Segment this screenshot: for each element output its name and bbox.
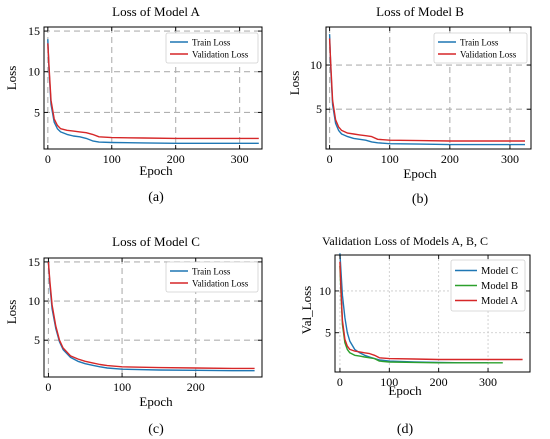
panel-a-legend: Train Loss Validation Loss [165,32,259,64]
panel-b-plot: 0 100 200 300 5 10 Train Loss Validation Loss [310,26,532,166]
panel-a-xtick-label: 0 [45,152,51,166]
panel-b-xtick-label: 300 [501,152,519,166]
panel-b-series-validation-loss [328,38,525,142]
panel-d-ytick-label: 5 [325,326,331,340]
panel-d: Validation Loss of Models A, B, C Val_Lo… [299,234,531,437]
panel-b-ylabel: Loss [287,71,302,96]
panel-d-legend-label: Model C [481,266,518,277]
panel-c-axes-frame [43,257,263,378]
panel-d-legend: Model C Model B Model A [450,259,526,312]
panel-a-title: Loss of Model A [112,4,200,19]
panel-d-xtick-label: 300 [479,375,497,389]
panel-b-xtick-label: 0 [327,152,333,166]
panel-c-ylabel: Loss [4,300,19,325]
panel-d-ylabel: Val_Loss [299,286,314,334]
panel-d-plot: 0 100 200 300 5 10 Model C Model B Model A [319,253,531,389]
panel-a-xtick-label: 100 [103,152,121,166]
panel-c-legend-box [165,261,259,293]
panel-b-xtick-label: 200 [441,152,459,166]
panel-a-caption: (a) [148,190,164,205]
panel-a-legend-label: Validation Loss [192,50,249,60]
panel-c-xtick-label: 0 [45,380,51,394]
panel-a-legend-box [165,32,259,64]
panel-c-xlabel: Epoch [139,394,173,409]
panel-d-legend-label: Model A [481,296,518,307]
panel-c-xtick-label: 200 [187,380,205,394]
panel-d-xlabel: Epoch [388,383,422,398]
panel-b-title: Loss of Model B [376,4,464,19]
panel-b-axes-frame [325,26,532,150]
panel-d-xtick-label: 200 [430,375,448,389]
panel-c-legend-label: Train Loss [192,267,231,277]
panel-a-plot: 0 100 200 300 5 10 15 Train Loss Validation Loss [28,24,263,166]
panel-d-ytick-label: 10 [319,284,331,298]
panel-a-ylabel: Loss [4,66,19,91]
panel-a-ytick-label: 5 [34,105,40,119]
panel-d-legend-label: Model B [481,281,518,292]
panel-a-xtick-label: 200 [167,152,185,166]
panel-c-ytick-label: 15 [28,255,40,269]
panel-b-legend-box [433,32,528,64]
panel-a-series-validation-loss [47,43,259,140]
panel-b: Loss of Model B Loss Epoch (b) 0 100 200 30… [287,4,532,207]
panel-a-legend-label: Train Loss [192,38,231,48]
panel-b-ytick-label: 10 [310,58,322,72]
panel-b-legend-label: Train Loss [460,38,499,48]
panel-c-xtick-label: 100 [113,380,131,394]
panel-a-ytick-label: 10 [28,65,40,79]
panel-c-series-validation-loss [47,261,255,370]
panel-d-caption: (d) [397,422,414,437]
panel-b-ytick-label: 5 [316,102,322,116]
panel-c-ytick-label: 10 [28,294,40,308]
panel-a-xlabel: Epoch [139,163,173,178]
panel-c-plot: 0 100 200 5 10 15 Train Loss Validation Loss [28,255,263,394]
panel-c-legend-label: Validation Loss [192,279,249,289]
panel-c-caption: (c) [148,422,164,437]
panel-d-xtick-label: 0 [337,375,343,389]
panel-c-title: Loss of Model C [112,234,200,249]
panel-c: Loss of Model C Loss Epoch (c) 0 100 200 5 1… [4,234,263,437]
panel-c-legend: Train Loss Validation Loss [165,261,259,293]
panel-b-xlabel: Epoch [403,166,437,181]
panel-d-xtick-label: 100 [380,375,398,389]
panel-b-legend-label: Validation Loss [460,50,517,60]
panel-d-legend-box [450,259,526,312]
panel-d-series-model-a [339,261,523,361]
panel-a-ytick-label: 15 [28,24,40,38]
panel-b-legend: Train Loss Validation Loss [433,32,528,64]
panel-b-caption: (b) [412,192,429,207]
panel-d-axes-frame [334,254,531,373]
panel-c-ytick-label: 5 [34,333,40,347]
panel-b-xtick-label: 100 [381,152,399,166]
panel-d-title: Validation Loss of Models A, B, C [322,234,488,248]
panel-a: Loss of Model A Loss Epoch (a) 0 100 200 30… [4,4,263,205]
panel-a-xtick-label: 300 [231,152,249,166]
panel-a-axes-frame [43,26,263,150]
